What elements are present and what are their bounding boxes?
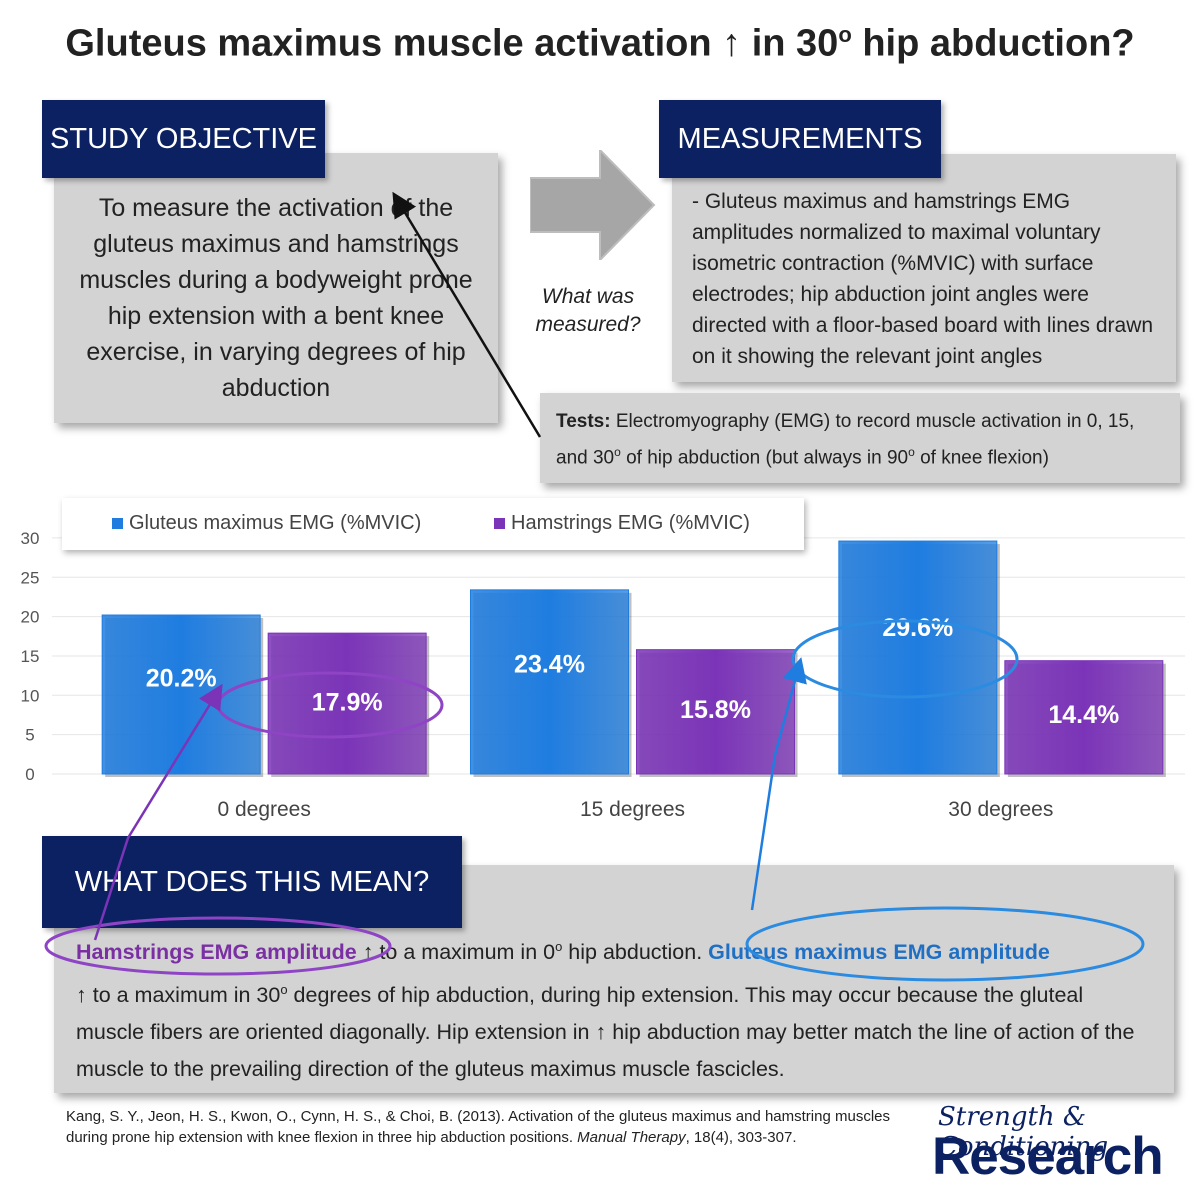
hamstrings-phrase: Hamstrings EMG amplitude — [76, 940, 357, 965]
right-arrow-icon — [530, 150, 656, 260]
tests-text-part3: of knee flexion) — [914, 447, 1049, 469]
data-label: 14.4% — [1048, 701, 1119, 729]
tests-text-part1: Electromyography (EMG) to record muscle … — [556, 411, 1135, 469]
gluteus-phrase: Gluteus maximus EMG amplitude — [708, 940, 1050, 965]
y-tick-label: 30 — [21, 529, 40, 548]
y-tick-label: 5 — [25, 726, 34, 745]
y-tick-label: 15 — [21, 647, 40, 666]
data-label: 15.8% — [680, 696, 751, 724]
measurements-text: - Gluteus maximus and hamstrings EMG amp… — [692, 190, 1154, 368]
y-tick-label: 20 — [21, 608, 40, 627]
bar-gluteus — [838, 540, 998, 775]
logo-wordmark: Research — [932, 1127, 1164, 1186]
page-title: Gluteus maximus muscle activation ↑ in 3… — [0, 22, 1200, 66]
citation-text: Kang, S. Y., Jeon, H. S., Kwon, O., Cynn… — [66, 1108, 891, 1146]
citation-journal: Manual Therapy — [577, 1129, 686, 1146]
logo-script: Strength & Conditioning — [938, 1102, 1109, 1162]
objective-text: To measure the activation of the gluteus… — [79, 194, 473, 402]
y-tick-label: 25 — [21, 568, 40, 587]
tests-text: Tests: Electromyography (EMG) to record … — [556, 407, 1168, 473]
meaning-sup2: o — [280, 982, 288, 998]
legend-swatch-glute — [112, 518, 123, 529]
x-tick-label: 15 degrees — [580, 798, 685, 821]
data-label: 17.9% — [312, 689, 383, 717]
meaning-text: Hamstrings EMG amplitude ↑ to a maximum … — [76, 928, 1156, 1088]
title-sup: o — [838, 22, 852, 47]
measured-question: What was measured? — [535, 285, 641, 336]
legend-label-glute: Gluteus maximus EMG (%MVIC) — [129, 512, 422, 534]
meaning-part4: degrees of hip abduction, during hip ext… — [76, 983, 1135, 1082]
y-tick-label: 10 — [21, 686, 40, 705]
meaning-label: WHAT DOES THIS MEAN? — [42, 836, 462, 928]
meaning-part3: ↑ to a maximum in 30 — [76, 983, 281, 1008]
legend-swatch-ham — [494, 518, 505, 529]
data-label: 29.6% — [882, 614, 953, 642]
bar-gluteus — [101, 614, 261, 775]
legend-item-glute: Gluteus maximus EMG (%MVIC) — [112, 512, 421, 535]
meaning-part2: hip abduction. — [562, 940, 709, 965]
tests-label: Tests: — [556, 411, 611, 432]
y-tick-label: 0 — [25, 765, 34, 784]
bar-gluteus — [470, 589, 629, 775]
meaning-part1: ↑ to a maximum in 0 — [356, 940, 556, 965]
objective-label: STUDY OBJECTIVE — [42, 100, 325, 178]
meaning-sup1: o — [555, 939, 563, 954]
tests-sup2: o — [908, 445, 915, 459]
bar-hamstrings — [1004, 660, 1164, 775]
measurements-label: MEASUREMENTS — [659, 100, 941, 178]
x-tick-label: 0 degrees — [217, 798, 310, 821]
tests-sup1: o — [614, 445, 621, 459]
citation-rest: , 18(4), 303-307. — [685, 1129, 797, 1146]
measurements-panel — [672, 154, 1176, 382]
legend-label-ham: Hamstrings EMG (%MVIC) — [511, 512, 750, 534]
tests-panel — [540, 393, 1180, 483]
chart-legend: Gluteus maximus EMG (%MVIC) Hamstrings E… — [62, 498, 804, 550]
title-main: Gluteus maximus muscle activation ↑ in 3… — [65, 22, 839, 65]
citation: Kang, S. Y., Jeon, H. S., Kwon, O., Cynn… — [66, 1106, 916, 1148]
title-rest: hip abduction? — [851, 22, 1135, 65]
x-tick-label: 30 degrees — [948, 798, 1053, 821]
tests-text-part2: of hip abduction (but always in 90 — [620, 447, 909, 469]
data-label: 23.4% — [514, 651, 585, 679]
legend-item-ham: Hamstrings EMG (%MVIC) — [494, 512, 750, 535]
data-label: 20.2% — [146, 665, 217, 693]
